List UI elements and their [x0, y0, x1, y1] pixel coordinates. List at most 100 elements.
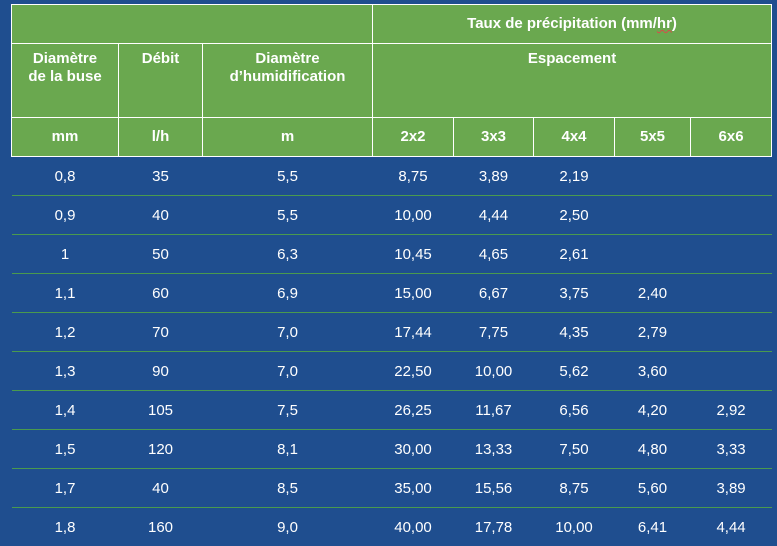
table-cell: 2,40: [615, 274, 691, 313]
table-cell: 1,4: [12, 391, 119, 430]
table-cell: 8,75: [534, 469, 615, 508]
table-cell: 2,92: [691, 391, 772, 430]
table-cell: 1,8: [12, 508, 119, 546]
table-cell: 15,56: [454, 469, 534, 508]
table-cell: 2,50: [534, 196, 615, 235]
table-cell: 120: [119, 430, 203, 469]
spacing-5x5: 5x5: [615, 118, 691, 157]
table-cell: 7,50: [534, 430, 615, 469]
table-cell: 26,25: [373, 391, 454, 430]
table-cell: 15,00: [373, 274, 454, 313]
table-cell: 1,1: [12, 274, 119, 313]
table-cell: [691, 313, 772, 352]
table-cell: 4,80: [615, 430, 691, 469]
table-cell: 4,35: [534, 313, 615, 352]
table-cell: 90: [119, 352, 203, 391]
table-cell: 4,44: [454, 196, 534, 235]
table-cell: 40: [119, 196, 203, 235]
table-cell: 8,1: [203, 430, 373, 469]
unit-mm: mm: [12, 118, 119, 157]
table-cell: 105: [119, 391, 203, 430]
table-cell: 1,2: [12, 313, 119, 352]
col-spacing-group: Espacement: [373, 44, 772, 118]
table-cell: 2,79: [615, 313, 691, 352]
table-cell: 17,78: [454, 508, 534, 546]
spell-underlined-unit: hr: [657, 15, 672, 32]
table-cell: 1,7: [12, 469, 119, 508]
table-cell: 6,56: [534, 391, 615, 430]
table-cell: 70: [119, 313, 203, 352]
unit-lh: l/h: [119, 118, 203, 157]
table-cell: [691, 235, 772, 274]
table-cell: 3,75: [534, 274, 615, 313]
table-cell: 5,5: [203, 157, 373, 196]
table-cell: 3,60: [615, 352, 691, 391]
spacing-6x6: 6x6: [691, 118, 772, 157]
table-cell: [615, 235, 691, 274]
table-cell: 0,8: [12, 157, 119, 196]
table-cell: 6,41: [615, 508, 691, 546]
table-cell: 10,00: [373, 196, 454, 235]
table-cell: [691, 157, 772, 196]
col-flow-rate: Débit: [119, 44, 203, 118]
table-cell: [691, 196, 772, 235]
table-cell: 10,45: [373, 235, 454, 274]
table-cell: 6,67: [454, 274, 534, 313]
table-cell: 5,60: [615, 469, 691, 508]
table-cell: 40: [119, 469, 203, 508]
table-cell: 10,00: [454, 352, 534, 391]
table-cell: 4,44: [691, 508, 772, 546]
precipitation-rate-title: Taux de précipitation (mm/hr): [373, 5, 772, 44]
table-cell: 30,00: [373, 430, 454, 469]
table-cell: 7,0: [203, 313, 373, 352]
table-cell: 4,65: [454, 235, 534, 274]
header-blank-cell: [12, 5, 373, 44]
table-cell: 13,33: [454, 430, 534, 469]
table-cell: 0,9: [12, 196, 119, 235]
table-cell: [615, 157, 691, 196]
spacing-3x3: 3x3: [454, 118, 534, 157]
spacing-2x2: 2x2: [373, 118, 454, 157]
table-cell: 3,89: [454, 157, 534, 196]
table-cell: 2,19: [534, 157, 615, 196]
table-cell: 8,5: [203, 469, 373, 508]
table-cell: 2,61: [534, 235, 615, 274]
table-cell: 3,33: [691, 430, 772, 469]
table-cell: 22,50: [373, 352, 454, 391]
table-cell: 5,62: [534, 352, 615, 391]
table-cell: 1,3: [12, 352, 119, 391]
table-cell: 17,44: [373, 313, 454, 352]
table-cell: 60: [119, 274, 203, 313]
table-cell: 7,0: [203, 352, 373, 391]
table-cell: 1: [12, 235, 119, 274]
table-cell: 7,75: [454, 313, 534, 352]
table-cell: 50: [119, 235, 203, 274]
table-cell: 10,00: [534, 508, 615, 546]
table-cell: 9,0: [203, 508, 373, 546]
table-cell: 35,00: [373, 469, 454, 508]
table-cell: 6,3: [203, 235, 373, 274]
table-cell: [615, 196, 691, 235]
table-cell: 3,89: [691, 469, 772, 508]
table-cell: [691, 352, 772, 391]
unit-m: m: [203, 118, 373, 157]
table-cell: 8,75: [373, 157, 454, 196]
table-cell: 6,9: [203, 274, 373, 313]
table-cell: 4,20: [615, 391, 691, 430]
table-cell: 11,67: [454, 391, 534, 430]
table-cell: 160: [119, 508, 203, 546]
table-cell: 40,00: [373, 508, 454, 546]
spacing-4x4: 4x4: [534, 118, 615, 157]
